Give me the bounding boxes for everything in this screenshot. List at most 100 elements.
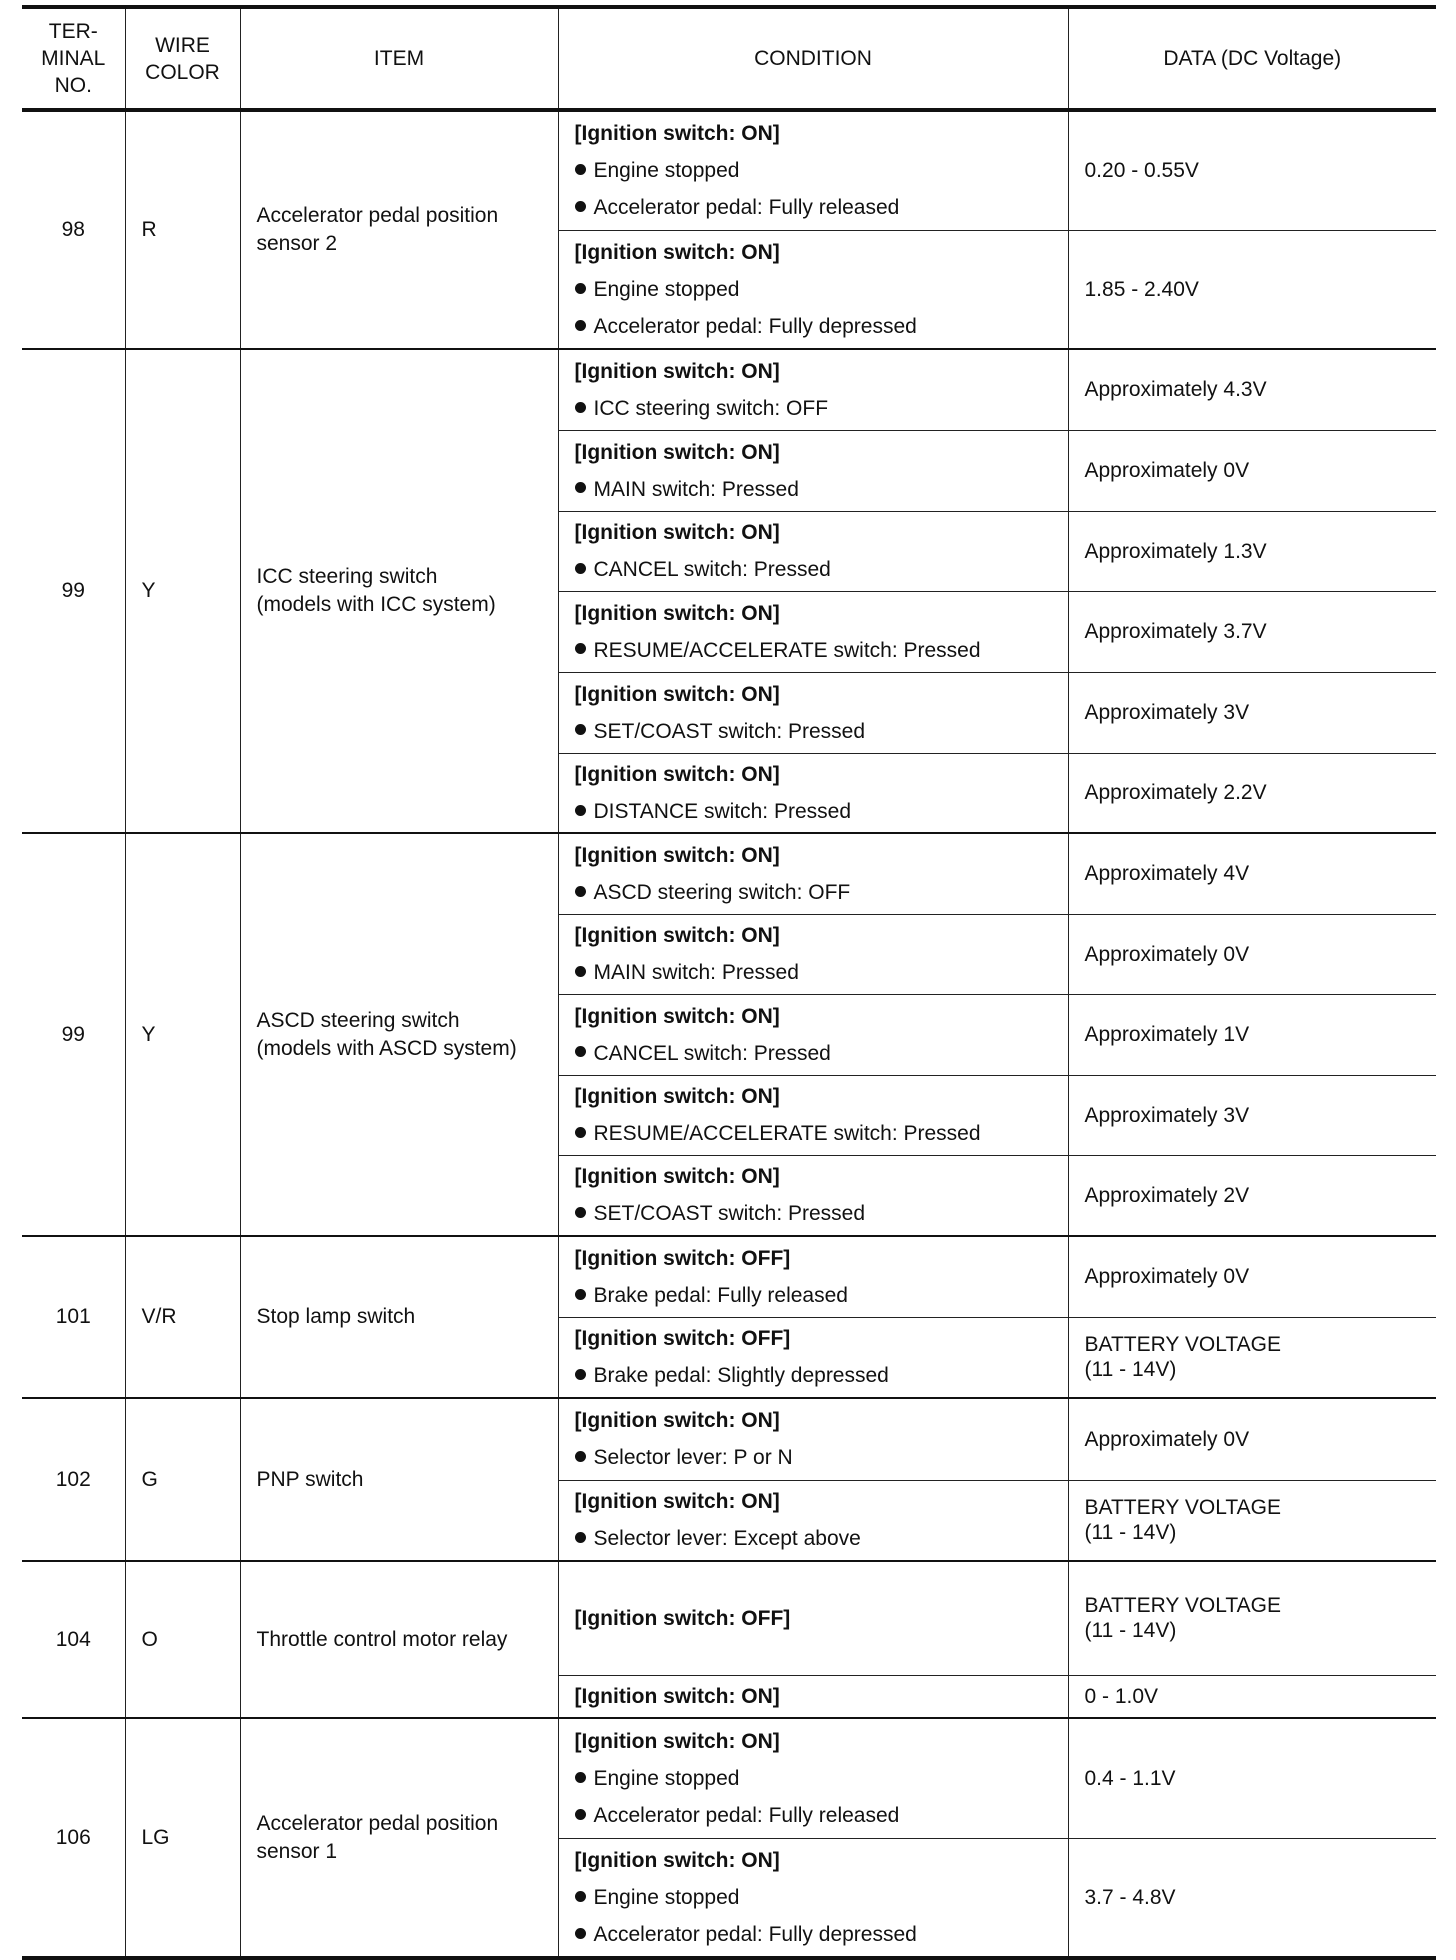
condition-bullet-item: CANCEL switch: Pressed	[574, 551, 1052, 588]
table-row: [Ignition switch: ON] DISTANCE switch: Pr…	[22, 752, 1436, 834]
data-line: Approximately 2V	[1084, 1183, 1250, 1207]
terminal-number: 101	[22, 1235, 126, 1399]
data-line: Approximately 1V	[1084, 1023, 1250, 1046]
item-name: ICC steering switch (models with ICC syst…	[239, 348, 559, 834]
item-line: (models with ASCD system)	[256, 1036, 517, 1060]
header-item: ITEM	[239, 5, 559, 112]
data-value: Approximately 0V	[1067, 1235, 1436, 1318]
condition-bullet-item: Engine stopped	[574, 152, 1052, 189]
condition-bullet-item: Engine stopped	[574, 271, 1052, 308]
condition-heading: [Ignition switch: ON]	[574, 1684, 780, 1708]
condition-text: DISTANCE switch: Pressed	[593, 799, 852, 823]
bullet-icon	[574, 1808, 586, 1820]
condition-heading: [Ignition switch: ON]	[574, 762, 780, 786]
condition-text: Accelerator pedal: Fully depressed	[593, 1922, 917, 1946]
condition-cell: [Ignition switch: ON] CANCEL switch: Pres…	[558, 993, 1069, 1076]
condition-bullet-item: Selector lever: P or N	[574, 1439, 1052, 1476]
item-line: Accelerator pedal position	[256, 204, 499, 227]
bullet-icon	[574, 1771, 586, 1783]
header-terminal: TER- MINAL NO.	[22, 5, 126, 112]
condition-bullet-item: SET/COAST switch: Pressed	[574, 713, 1052, 750]
data-value: 1.85 - 2.40V	[1067, 229, 1436, 350]
terminal-number: 106	[22, 1717, 126, 1959]
data-line: Approximately 0V	[1084, 942, 1250, 966]
condition-text: MAIN switch: Pressed	[593, 477, 799, 501]
bullet-icon	[574, 164, 586, 176]
condition-text: RESUME/ACCELERATE switch: Pressed	[593, 638, 981, 662]
condition-text: Accelerator pedal: Fully released	[593, 1803, 900, 1827]
table-row: 98 R Accelerator pedal position sensor 2 [Ig…	[22, 109, 1436, 350]
wire-color: Y	[124, 832, 241, 1237]
condition-text: Selector lever: Except above	[593, 1527, 861, 1551]
condition-cell: [Ignition switch: ON] Selector lever: Exc…	[558, 1479, 1069, 1562]
table-row: [Ignition switch: ON] SET/COAST switch: P…	[22, 1154, 1436, 1237]
condition-heading: [Ignition switch: ON]	[574, 521, 780, 544]
header-wire-line: COLOR	[145, 60, 220, 84]
condition-cell: [Ignition switch: ON] Selector lever: P o…	[557, 1397, 1069, 1481]
condition-heading: [Ignition switch: ON]	[574, 1085, 780, 1108]
bullet-icon	[574, 482, 586, 494]
data-line: BATTERY VOLTAGE	[1084, 1496, 1281, 1520]
bullet-icon	[574, 885, 586, 897]
bullet-icon	[574, 562, 586, 574]
header-terminal-line: NO.	[54, 74, 92, 97]
condition-heading: [Ignition switch: ON]	[574, 601, 780, 625]
bullet-icon	[574, 1532, 586, 1544]
data-value: 0.20 - 0.55V	[1067, 109, 1436, 231]
table-row: 102 G PNP switch [Ignition switch: ON] Selec…	[22, 1397, 1436, 1562]
condition-bullet-item: MAIN switch: Pressed	[574, 471, 1052, 508]
data-value: Approximately 0V	[1067, 1397, 1436, 1481]
data-value: Approximately 2V	[1067, 1154, 1436, 1237]
condition-text: Brake pedal: Slightly depressed	[593, 1364, 889, 1388]
condition-cell: [Ignition switch: ON] RESUME/ACCELERATE s…	[558, 590, 1069, 673]
bullet-icon	[574, 1126, 586, 1138]
condition-text: Engine stopped	[593, 1766, 740, 1790]
data-line: 0.20 - 0.55V	[1084, 159, 1199, 183]
data-line: Approximately 0V	[1084, 459, 1250, 482]
condition-text: CANCEL switch: Pressed	[593, 1041, 831, 1065]
data-line: 0.4 - 1.1V	[1084, 1766, 1176, 1790]
table-body: 98 R Accelerator pedal position sensor 2 [Ig…	[22, 109, 1436, 1959]
bullet-icon	[574, 1369, 586, 1381]
data-value: Approximately 4V	[1067, 832, 1436, 915]
condition-bullet-item: Engine stopped	[574, 1879, 1052, 1916]
bullet-icon	[574, 201, 586, 213]
condition-text: Engine stopped	[593, 277, 740, 301]
condition-bullet-item: RESUME/ACCELERATE switch: Pressed	[574, 632, 1052, 669]
condition-cell: [Ignition switch: OFF] Brake pedal: Fully…	[557, 1235, 1069, 1318]
bullet-icon	[574, 724, 586, 736]
header-terminal-line: TER-	[48, 20, 98, 43]
data-line: Approximately 3.7V	[1084, 620, 1267, 643]
condition-text: Accelerator pedal: Fully released	[593, 196, 900, 220]
data-line: Approximately 1.3V	[1084, 539, 1267, 563]
condition-heading: [Ignition switch: ON]	[574, 1729, 780, 1753]
condition-cell: [Ignition switch: OFF]	[557, 1560, 1069, 1676]
condition-bullet-item: Brake pedal: Fully released	[574, 1277, 1052, 1314]
item-line: ASCD steering switch	[256, 1008, 460, 1032]
header-wire-line: WIRE	[155, 33, 210, 57]
item-name: PNP switch	[239, 1397, 559, 1562]
condition-cell: [Ignition switch: ON] Engine stopped Accel…	[557, 109, 1069, 231]
condition-heading: [Ignition switch: OFF]	[574, 1246, 791, 1270]
data-value: 0 - 1.0V	[1067, 1674, 1436, 1719]
data-value: Approximately 0V	[1067, 429, 1436, 512]
data-value: Approximately 0V	[1067, 913, 1436, 995]
bullet-icon	[574, 1288, 586, 1300]
item-name: Stop lamp switch	[239, 1235, 559, 1399]
condition-heading: [Ignition switch: ON]	[574, 440, 780, 464]
wire-color: V/R	[124, 1235, 241, 1399]
table-row: 101 V/R Stop lamp switch [Ignition switch: …	[22, 1235, 1436, 1399]
condition-cell: [Ignition switch: ON] DISTANCE switch: Pr…	[558, 752, 1069, 834]
condition-text: Brake pedal: Fully released	[593, 1283, 848, 1307]
table-row: [Ignition switch: ON] SET/COAST switch: P…	[22, 671, 1436, 754]
bullet-icon	[574, 643, 586, 655]
terminal-number: 102	[22, 1397, 126, 1562]
wire-color: LG	[124, 1717, 241, 1959]
condition-text: RESUME/ACCELERATE switch: Pressed	[593, 1122, 981, 1145]
bullet-icon	[574, 804, 586, 816]
condition-heading: [Ignition switch: ON]	[574, 1848, 780, 1872]
data-value: Approximately 3V	[1067, 671, 1436, 754]
table-row: 104 O Throttle control motor relay [Ignitio…	[22, 1560, 1436, 1719]
data-line: Approximately 4V	[1084, 862, 1250, 886]
bullet-icon	[574, 1927, 586, 1939]
